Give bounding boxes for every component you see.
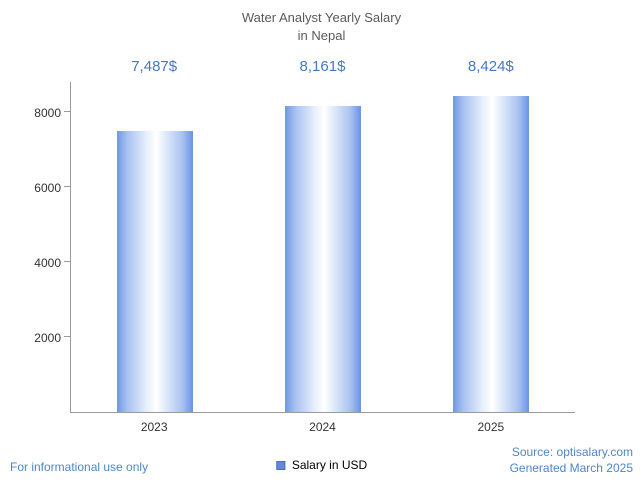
x-axis-label-2025: 2025	[477, 420, 505, 435]
disclaimer-text: For informational use only	[10, 460, 149, 474]
salary-bar-2025	[453, 96, 529, 413]
legend-label: Salary in USD	[291, 458, 368, 472]
bar-value-label-2024: 8,161$	[299, 58, 346, 76]
y-axis-tick-label: 4000	[34, 256, 61, 271]
plot-area: 2000 4000 6000 8000	[34, 82, 575, 414]
salary-bar-2024	[285, 106, 361, 413]
source-line2: Generated March 2025	[509, 460, 633, 475]
y-axis-tick-label: 8000	[34, 106, 61, 121]
y-axis-tick-mark	[64, 111, 71, 113]
value-labels-row: 7,487$ 8,161$ 8,424$	[70, 58, 575, 76]
bar-value-label-2025: 8,424$	[467, 58, 514, 76]
x-axis-labels-row: 2023 2024 2025	[70, 420, 575, 434]
legend-swatch-icon	[275, 460, 285, 470]
x-axis-label-2024: 2024	[309, 420, 336, 435]
y-axis-tick-label: 6000	[34, 181, 61, 196]
source-text: Source: optisalary.com Generated March 2…	[510, 444, 633, 476]
x-axis-label-2023: 2023	[140, 420, 168, 435]
chart-title-line2: in Nepal	[297, 27, 346, 43]
legend: Salary in USD	[275, 458, 368, 472]
y-axis-tick-mark	[64, 336, 71, 338]
salary-bar-2023	[117, 131, 193, 413]
chart-title-line1: Water Analyst Yearly Salary	[241, 10, 402, 25]
chart-title: Water Analyst Yearly Salary in Nepal	[0, 0, 643, 44]
y-axis-tick-mark	[64, 261, 71, 263]
bar-value-label-2023: 7,487$	[131, 58, 178, 76]
source-line1: Source: optisalary.com	[511, 444, 633, 459]
bar-column-2025	[407, 96, 575, 413]
bar-column-2023	[71, 131, 239, 413]
y-axis-tick-mark	[64, 186, 71, 188]
bar-column-2024	[239, 106, 407, 413]
y-axis-tick-label: 2000	[34, 331, 61, 346]
